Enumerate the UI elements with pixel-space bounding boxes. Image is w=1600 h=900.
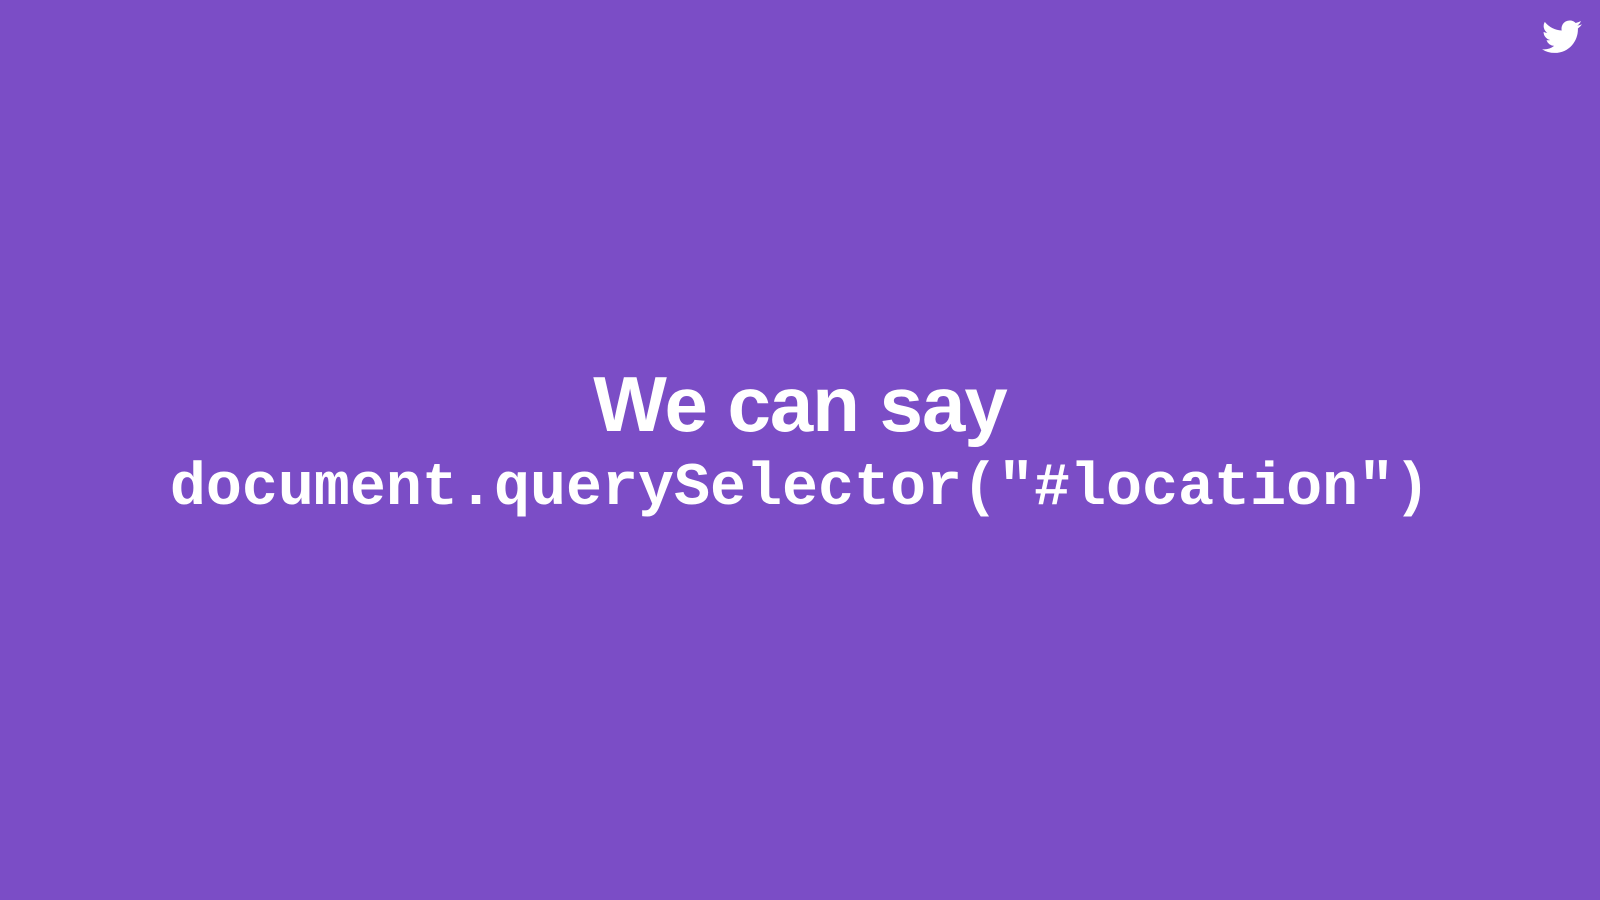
slide-heading: We can say <box>593 360 1007 448</box>
twitter-icon <box>1542 20 1582 54</box>
code-snippet: document.querySelector("#location") <box>169 455 1431 523</box>
slide-content: We can say document.querySelector("#loca… <box>0 365 1600 524</box>
